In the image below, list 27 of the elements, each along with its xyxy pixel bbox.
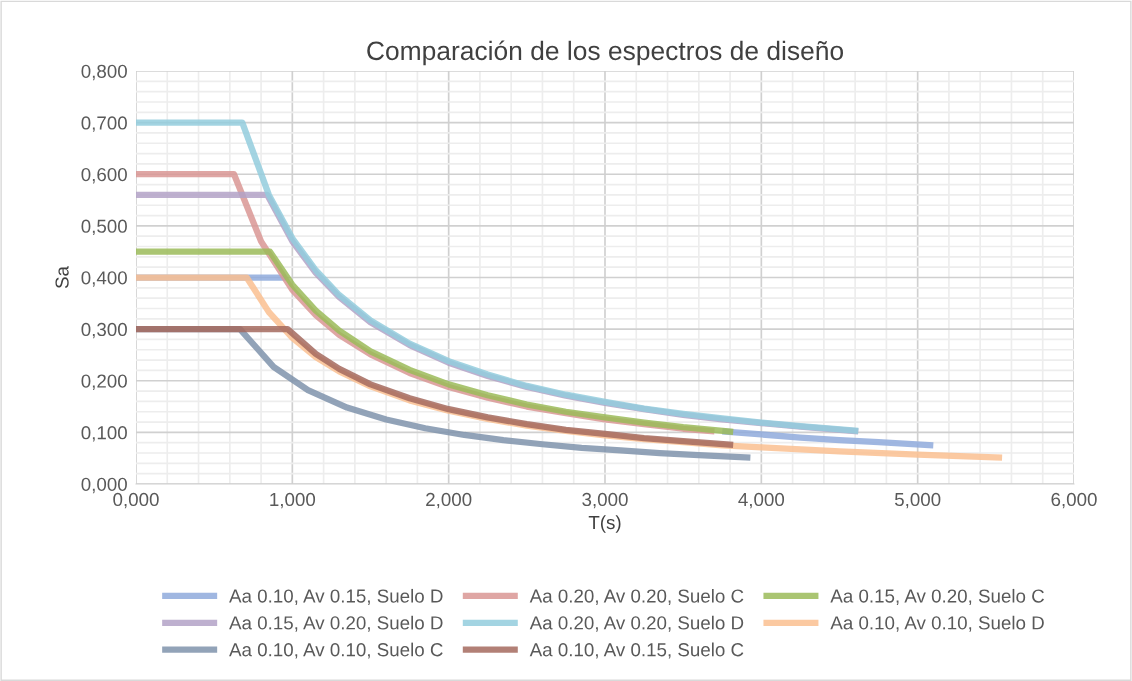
x-tick-label: 0,000 xyxy=(113,492,159,509)
y-tick-label: 0,600 xyxy=(81,167,127,184)
legend-label: Aa 0.15, Av 0.20, Suelo D xyxy=(229,615,443,632)
y-tick-label: 0,400 xyxy=(81,271,127,287)
legend-label: Aa 0.10, Av 0.10, Suelo C xyxy=(229,642,443,659)
y-tick-label: 0,700 xyxy=(81,116,127,132)
x-tick-label: 2,000 xyxy=(426,492,472,509)
x-tick-label: 3,000 xyxy=(582,492,628,509)
x-tick-label: 6,000 xyxy=(1051,492,1097,509)
x-tick-label: 1,000 xyxy=(270,492,316,509)
legend-label: Aa 0.10, Av 0.10, Suelo D xyxy=(830,615,1044,632)
y-tick-label: 0,800 xyxy=(81,64,127,81)
x-tick-label: 4,000 xyxy=(738,492,785,509)
x-axis-title: T(s) xyxy=(588,515,621,533)
x-tick-label: 5,000 xyxy=(894,492,941,509)
y-tick-label: 0,200 xyxy=(81,374,127,390)
legend-label: Aa 0.10, Av 0.15, Suelo C xyxy=(529,642,744,659)
legend-label: Aa 0.20, Av 0.20, Suelo D xyxy=(529,615,744,632)
chart-title: Comparación de los espectros de diseño xyxy=(367,40,844,66)
y-tick-label: 0,300 xyxy=(81,322,127,339)
y-tick-label: 0,100 xyxy=(81,426,127,442)
legend-label: Aa 0.15, Av 0.20, Suelo C xyxy=(830,588,1045,605)
y-axis-title: Sa xyxy=(55,266,69,289)
y-tick-label: 0,500 xyxy=(81,219,127,236)
legend-label: Aa 0.20, Av 0.20, Suelo C xyxy=(529,588,744,605)
y-tick-label: 0,000 xyxy=(81,477,127,494)
legend-label: Aa 0.10, Av 0.15, Suelo D xyxy=(229,588,443,605)
